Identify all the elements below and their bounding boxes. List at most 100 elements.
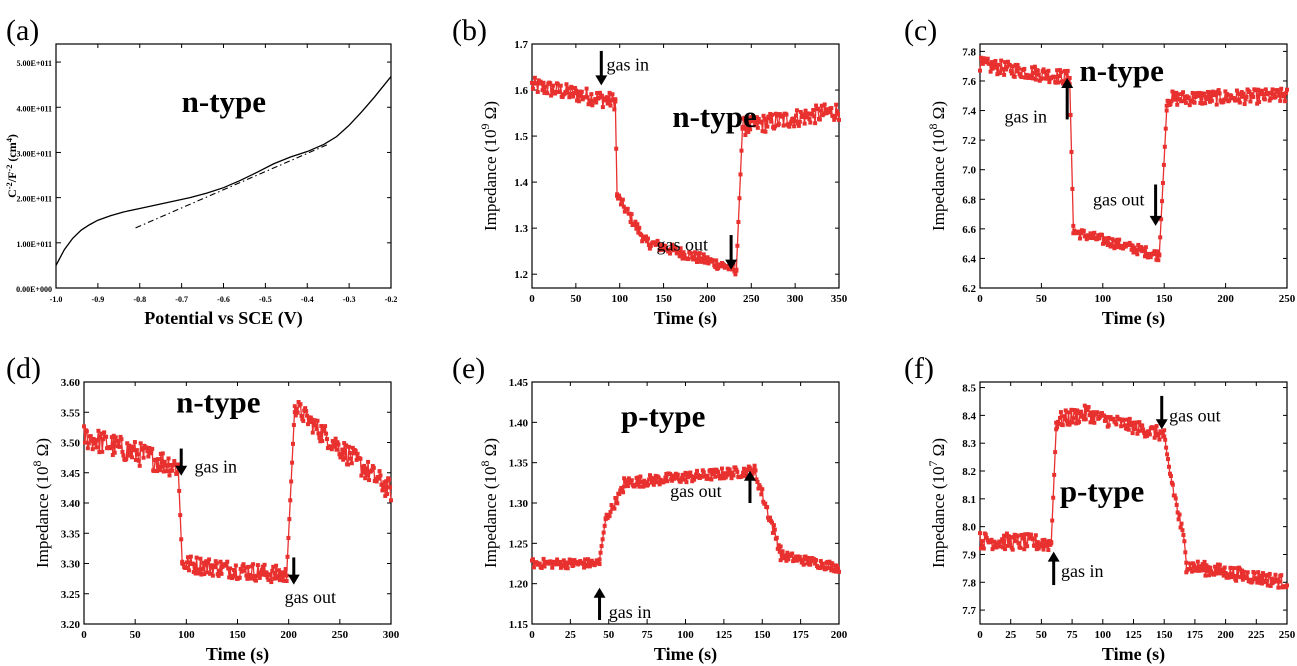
data-point	[791, 559, 796, 564]
data-point	[713, 474, 718, 479]
data-point	[1265, 583, 1270, 588]
data-point	[85, 446, 90, 451]
data-point	[146, 454, 151, 459]
data-point	[822, 102, 827, 107]
data-point	[1016, 66, 1021, 71]
data-point	[794, 113, 799, 118]
data-point	[198, 556, 203, 561]
data-point	[1058, 410, 1063, 415]
data-point	[818, 559, 823, 564]
data-point	[1022, 547, 1027, 552]
x-tick-label: 0	[81, 629, 87, 641]
data-point	[307, 419, 312, 424]
data-point	[1008, 69, 1013, 74]
data-point	[1035, 68, 1040, 73]
data-point	[979, 58, 984, 63]
data-point	[1065, 68, 1070, 73]
data-point	[710, 471, 715, 476]
data-point	[694, 257, 699, 262]
x-tick-label: 250	[332, 629, 349, 641]
panel-e: (e) 0 25 50 75 100 125 150 175 200 1.15 1.20 1.25 1.3…	[452, 352, 848, 665]
y-tick-label: 8.4	[962, 410, 976, 422]
data-point	[253, 578, 258, 583]
data-point	[1240, 94, 1245, 99]
data-point	[361, 470, 366, 475]
data-point	[1262, 97, 1267, 102]
data-point	[374, 479, 379, 484]
data-point	[1156, 431, 1161, 436]
data-point	[764, 118, 769, 123]
data-point	[978, 531, 982, 536]
data-point	[1110, 237, 1115, 242]
y-tick-label: 3.55	[61, 407, 81, 419]
plot-frame	[531, 43, 840, 289]
x-tick-label: 200	[1217, 629, 1234, 641]
data-point	[620, 197, 625, 202]
data-point	[755, 125, 760, 130]
data-point	[312, 418, 317, 423]
data-point	[700, 256, 705, 261]
data-point	[588, 100, 593, 105]
x-axis-title: Time (s)	[654, 644, 717, 665]
data-point	[587, 98, 592, 103]
data-point	[737, 196, 742, 201]
data-point	[1039, 544, 1044, 549]
data-point	[693, 250, 698, 255]
annotation-arrow-head	[287, 574, 300, 585]
data-point	[767, 116, 772, 121]
data-point	[1163, 126, 1168, 131]
data-point	[1012, 74, 1017, 79]
data-point	[108, 444, 113, 449]
x-tick-label: 200	[831, 629, 848, 641]
data-point	[979, 538, 984, 543]
data-point	[571, 563, 576, 568]
data-point	[599, 544, 604, 549]
data-point	[102, 430, 107, 435]
data-point	[573, 86, 578, 91]
data-point	[1259, 88, 1264, 93]
data-point	[1003, 547, 1008, 552]
data-point	[603, 97, 608, 102]
x-tick-label: 200	[1217, 293, 1234, 305]
data-point	[283, 567, 288, 572]
data-point	[270, 568, 275, 573]
x-tick-label: -0.8	[133, 295, 146, 304]
data-point	[1020, 534, 1025, 539]
data-point	[565, 90, 570, 95]
data-point	[1277, 579, 1282, 584]
data-point	[981, 56, 986, 61]
data-point	[1196, 568, 1201, 573]
data-point	[317, 432, 322, 437]
data-point	[1072, 408, 1077, 413]
data-point	[371, 465, 376, 470]
data-point	[1130, 431, 1135, 436]
data-point	[541, 80, 546, 85]
data-point	[97, 450, 102, 455]
data-point	[734, 467, 739, 472]
data-point	[684, 480, 689, 485]
data-point	[1087, 413, 1092, 418]
data-point	[179, 537, 184, 542]
data-point	[727, 467, 732, 472]
data-point	[564, 82, 569, 87]
data-point	[1241, 91, 1246, 96]
data-point	[232, 572, 237, 577]
data-point	[829, 106, 834, 111]
data-point	[808, 120, 813, 125]
y-tick-label: 7.0	[962, 165, 976, 177]
annotation-arrow-head	[593, 587, 606, 598]
data-point	[1004, 67, 1009, 72]
data-point	[1119, 424, 1124, 429]
data-point	[984, 58, 989, 63]
data-point	[1192, 100, 1197, 105]
data-point	[999, 539, 1004, 544]
data-point	[1061, 414, 1066, 419]
data-point	[263, 573, 268, 578]
data-point	[644, 239, 649, 244]
data-point	[990, 547, 995, 552]
data-point	[1097, 236, 1102, 241]
x-tick-label: 25	[1005, 629, 1017, 641]
data-point	[347, 450, 352, 455]
data-point	[1163, 437, 1168, 442]
data-point	[320, 439, 325, 444]
